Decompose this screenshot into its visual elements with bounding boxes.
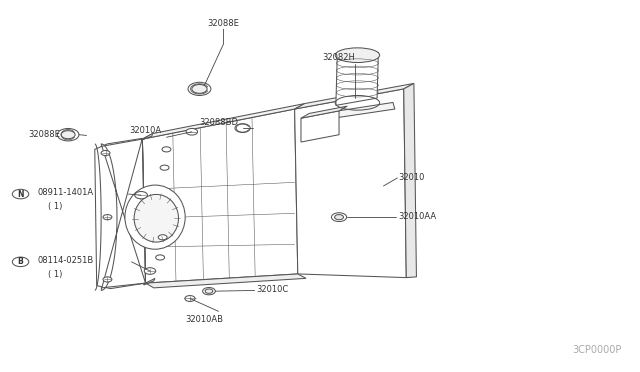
Polygon shape [294,83,414,109]
Polygon shape [336,52,378,105]
Text: 32088E: 32088E [28,130,60,139]
Circle shape [192,84,207,93]
Text: 32010: 32010 [399,173,425,182]
Text: ( 1): ( 1) [49,202,63,211]
Text: 32088E: 32088E [207,19,239,28]
Circle shape [335,215,344,220]
Text: 08114-0251B: 08114-0251B [38,256,94,265]
Text: 32088BD: 32088BD [200,118,239,127]
Ellipse shape [335,48,380,62]
Circle shape [103,277,112,282]
Circle shape [186,128,198,135]
Text: 3CP0000P: 3CP0000P [572,344,621,355]
Circle shape [162,147,171,152]
Circle shape [58,128,79,141]
Ellipse shape [125,185,185,249]
Circle shape [135,192,147,199]
Text: 32010A: 32010A [130,126,162,135]
Text: N: N [17,190,24,199]
Circle shape [12,189,29,199]
Polygon shape [143,278,155,285]
Circle shape [12,257,29,267]
Text: 32082H: 32082H [322,53,355,62]
Polygon shape [326,102,395,119]
Circle shape [61,131,75,139]
Polygon shape [95,138,145,289]
Polygon shape [142,103,305,139]
Text: B: B [18,257,24,266]
Text: 32010AA: 32010AA [399,212,436,221]
Circle shape [144,268,156,274]
Circle shape [205,289,212,294]
Text: 32010AB: 32010AB [186,315,223,324]
Ellipse shape [134,195,179,242]
Circle shape [235,124,250,132]
Polygon shape [101,138,145,291]
Circle shape [103,215,112,220]
Circle shape [156,255,164,260]
Circle shape [101,150,110,155]
Polygon shape [294,89,406,278]
Circle shape [332,213,347,222]
Polygon shape [145,274,306,288]
Text: 08911-1401A: 08911-1401A [38,189,94,198]
Polygon shape [142,109,298,283]
Circle shape [185,296,195,301]
Circle shape [158,235,167,240]
Polygon shape [301,111,339,142]
Polygon shape [404,83,417,278]
Circle shape [188,82,211,96]
Polygon shape [141,134,152,140]
Circle shape [203,288,215,295]
Text: 32010C: 32010C [257,285,289,294]
Polygon shape [301,106,348,118]
Circle shape [160,165,169,170]
Text: ( 1): ( 1) [49,270,63,279]
